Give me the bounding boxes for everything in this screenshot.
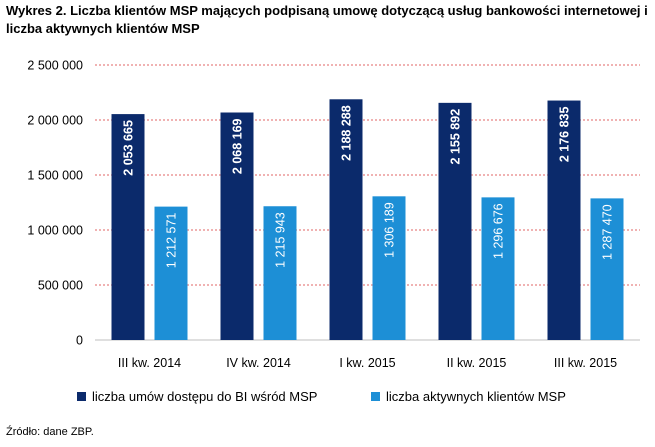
data-label: 1 215 943 [274,212,288,268]
y-axis-ticks: 0 500 000 1 000 000 1 500 000 2 000 000 2 500… [27,59,83,348]
source-note: Źródło: dane ZBP. [6,426,94,438]
x-tick-label: IV kw. 2014 [226,356,291,370]
data-label: 2 188 288 [340,105,354,161]
bar-series2 [372,196,406,340]
x-tick-label: I kw. 2015 [339,356,395,370]
x-axis-ticks: III kw. 2014 IV kw. 2014 I kw. 2015 II kw. … [118,356,617,370]
legend-swatch [371,392,380,401]
y-tick-label: 1 500 000 [27,169,83,183]
bar-series2 [590,198,624,340]
data-label: 1 296 676 [492,203,506,259]
legend-label: liczba aktywnych klientów MSP [386,389,566,404]
bar-series2 [154,206,188,340]
bar-series2 [481,197,515,340]
bar-series1 [111,114,145,340]
bar-series1 [438,102,472,340]
y-tick-label: 2 500 000 [27,59,83,73]
chart-title: Wykres 2. Liczba klientów MSP mających p… [6,3,648,36]
legend-label: liczba umów dostępu do BI wśród MSP [92,389,317,404]
x-tick-label: II kw. 2015 [447,356,507,370]
x-tick-label: III kw. 2014 [118,356,181,370]
data-label: 1 212 571 [165,213,179,269]
y-tick-label: 1 000 000 [27,224,83,238]
bar-series2 [263,206,297,340]
data-label: 2 068 169 [231,118,245,174]
y-tick-label: 2 000 000 [27,114,83,128]
bar-series1 [220,112,254,341]
data-label: 2 176 835 [558,107,572,163]
y-tick-label: 500 000 [38,279,83,293]
data-label: 2 053 665 [122,120,136,176]
bars: 2 053 665 1 212 571 2 068 169 1 215 943 2 18… [111,99,624,341]
y-tick-label: 0 [76,334,83,348]
bar-series1 [547,100,581,340]
legend-swatch [77,392,86,401]
x-tick-label: III kw. 2015 [554,356,617,370]
data-label: 2 155 892 [449,109,463,165]
gridlines [95,64,640,286]
data-label: 1 306 189 [383,202,397,258]
legend: liczba umów dostępu do BI wśród MSP liczb… [77,389,566,404]
data-label: 1 287 470 [601,204,615,260]
bar-series1 [329,99,363,340]
